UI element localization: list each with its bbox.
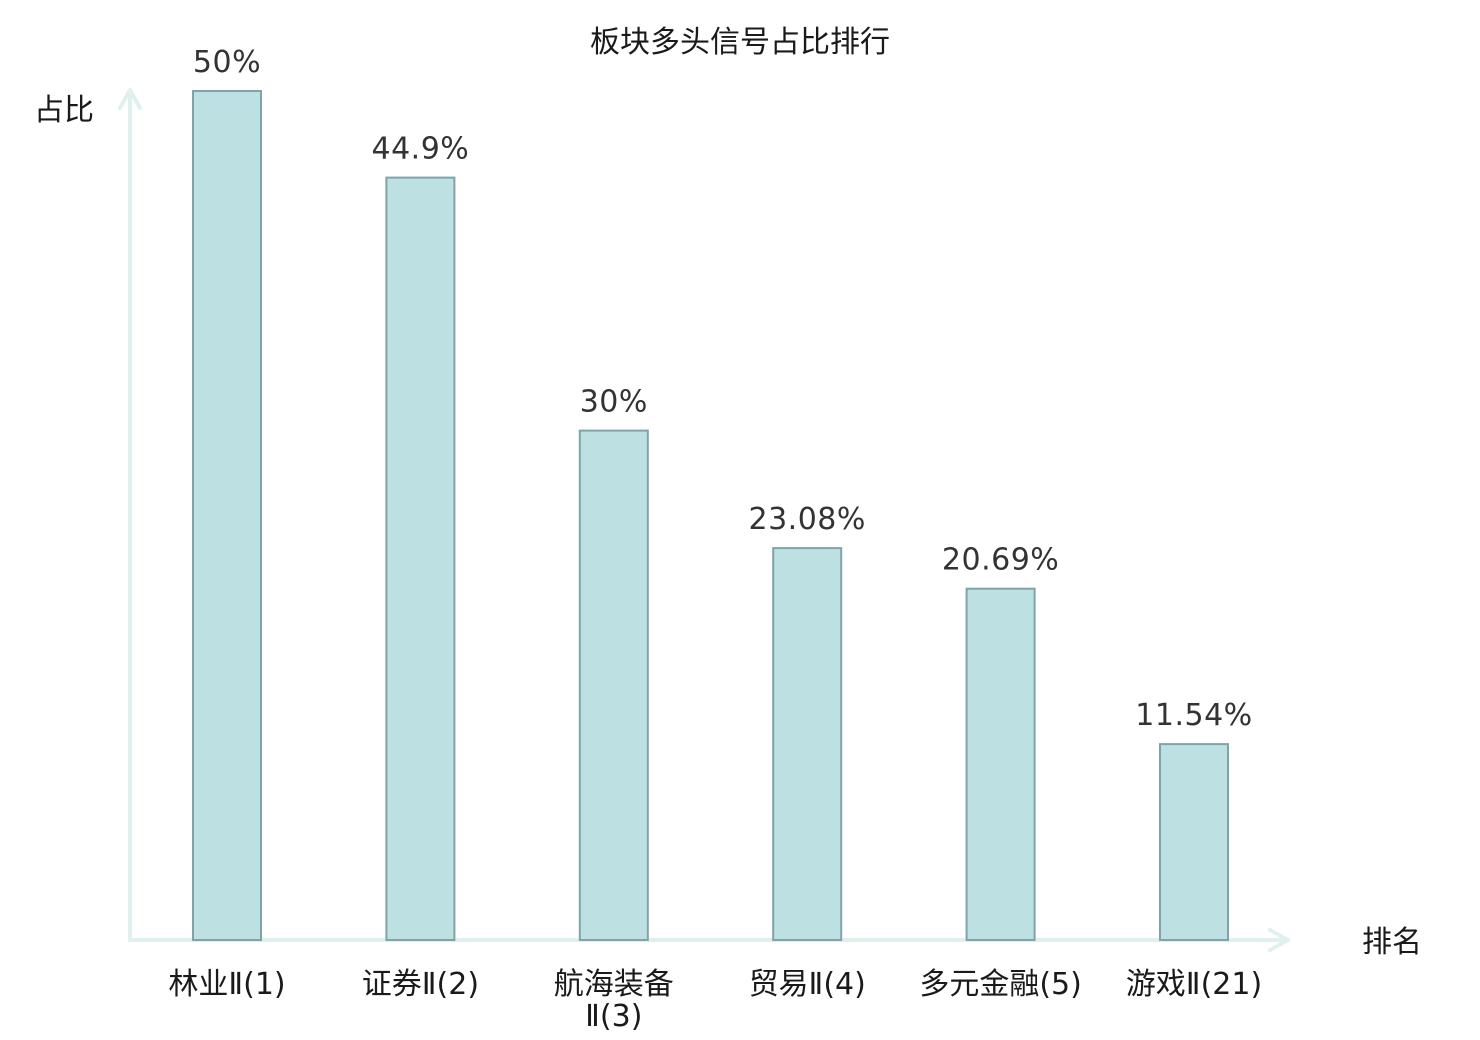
bar xyxy=(1159,743,1229,941)
category-labels: 林业Ⅱ(1) 证券Ⅱ(2) 航海装备 Ⅱ(3) 贸易Ⅱ(4) 多元金融(5) 游戏Ⅱ(21) xyxy=(168,967,1262,1034)
y-axis-label: 占比 xyxy=(34,93,94,128)
value-label: 44.9% xyxy=(371,132,469,167)
category-label: 林业Ⅱ(1) xyxy=(168,967,285,1002)
category-label: 证券Ⅱ(2) xyxy=(362,967,479,1002)
x-axis: 排名 xyxy=(128,925,1422,960)
value-label: 23.08% xyxy=(749,502,866,537)
x-axis-label: 排名 xyxy=(1362,925,1422,960)
bar xyxy=(965,587,1036,941)
value-label: 50% xyxy=(193,45,261,80)
bar xyxy=(192,90,262,941)
y-axis: 占比 xyxy=(34,88,142,942)
value-label: 11.54% xyxy=(1135,698,1252,733)
value-labels: 50% 44.9% 30% 23.08% 20.69% 11.54% xyxy=(193,45,1252,733)
bar xyxy=(578,429,649,941)
x-axis-arrow xyxy=(1268,928,1290,952)
bars xyxy=(192,90,1229,942)
value-label: 30% xyxy=(580,385,648,420)
bar xyxy=(385,176,456,942)
y-axis-arrow xyxy=(118,88,142,110)
bar xyxy=(772,547,843,941)
value-label: 20.69% xyxy=(942,543,1059,578)
chart-title: 板块多头信号占比排行 xyxy=(590,25,890,60)
category-label: 贸易Ⅱ(4) xyxy=(749,967,866,1002)
category-label: 多元金融(5) xyxy=(919,967,1082,1002)
category-label: 游戏Ⅱ(21) xyxy=(1126,967,1262,1002)
category-label: 航海装备 Ⅱ(3) xyxy=(554,967,674,1034)
